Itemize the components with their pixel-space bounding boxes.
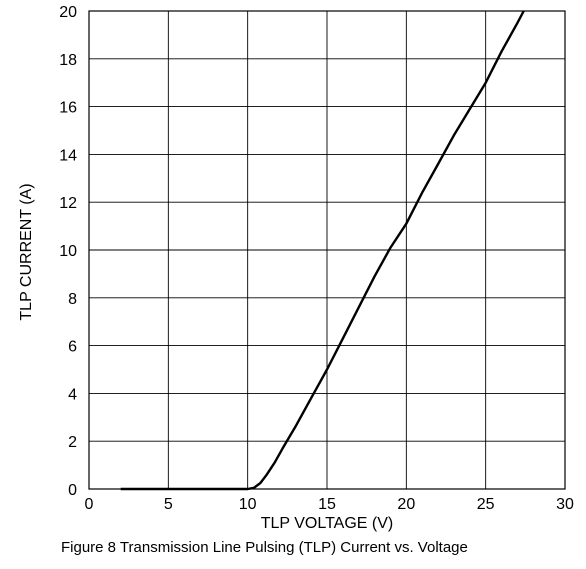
y-tick-label: 16 [59,100,77,117]
x-tick-label: 0 [85,496,94,513]
series-line [120,10,525,491]
x-axis-title: TLP VOLTAGE (V) [261,515,393,532]
x-tick-label: 15 [318,496,336,513]
y-tick-label: 0 [68,482,77,499]
plot-area-frame [88,10,566,490]
x-axis-ticks: 0 5 10 15 20 25 30 [85,496,574,513]
x-tick-label: 10 [239,496,257,513]
chart-grid [89,11,565,489]
y-tick-label: 2 [68,434,77,451]
y-axis-title: TLP CURRENT (A) [18,183,35,320]
figure-caption: Figure 8 Transmission Line Pulsing (TLP)… [61,539,468,556]
y-axis-ticks: 0 2 4 6 8 10 12 14 16 18 20 [59,4,77,499]
y-tick-label: 10 [59,243,77,260]
x-tick-label: 25 [477,496,495,513]
y-tick-label: 8 [68,291,77,308]
y-tick-label: 14 [59,147,77,164]
y-tick-label: 20 [59,4,77,21]
y-tick-label: 12 [59,195,77,212]
x-tick-label: 20 [397,496,415,513]
data-series [120,10,525,491]
y-tick-label: 4 [68,386,77,403]
x-tick-label: 5 [164,496,173,513]
y-tick-label: 6 [68,339,77,356]
y-tick-label: 18 [59,52,77,69]
x-tick-label: 30 [556,496,574,513]
